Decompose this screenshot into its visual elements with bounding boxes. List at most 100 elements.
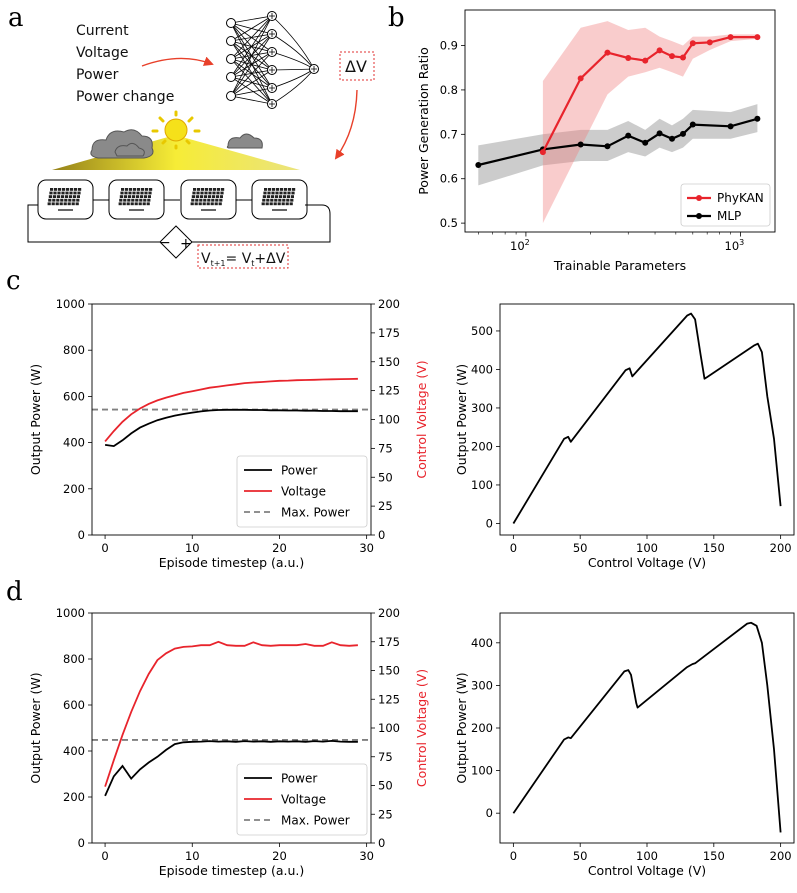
x-tick-label: 10 bbox=[185, 541, 200, 555]
x-tick-label: 100 bbox=[636, 849, 658, 863]
y2-tick-label: 175 bbox=[378, 326, 400, 340]
panel-cell bbox=[135, 198, 139, 202]
panel-cell bbox=[221, 188, 225, 191]
panel-cell bbox=[213, 188, 217, 191]
data-point bbox=[577, 75, 584, 82]
chart-d-pv-curve: 0 100 200 300 400 0 50 100 150 200 Control Voltage… bbox=[454, 612, 795, 878]
solar-panel-icon bbox=[108, 179, 165, 220]
panel-cell bbox=[219, 198, 223, 202]
panel-cell bbox=[265, 202, 269, 206]
panel-cell bbox=[204, 191, 208, 195]
y2-tick-label: 25 bbox=[378, 499, 393, 513]
panel-cell bbox=[286, 195, 290, 198]
plus-icon bbox=[269, 85, 275, 91]
y-tick-label: 400 bbox=[63, 744, 85, 758]
plus-icon bbox=[269, 49, 275, 55]
panel-cell bbox=[285, 202, 289, 206]
panel-cell bbox=[282, 195, 286, 198]
panel-cell bbox=[205, 188, 209, 191]
panel-cell bbox=[126, 202, 130, 206]
y2-tick-label: 100 bbox=[378, 413, 400, 427]
panel-cell bbox=[291, 191, 295, 195]
y-tick-label: 200 bbox=[63, 790, 85, 804]
panel-cell bbox=[276, 188, 280, 191]
data-point bbox=[669, 135, 676, 142]
y-tick-label: 200 bbox=[471, 439, 493, 453]
panel-cell bbox=[210, 202, 214, 206]
panel-cell bbox=[202, 202, 206, 206]
y2-tick-label: 75 bbox=[378, 750, 393, 764]
panel-cell bbox=[55, 202, 59, 206]
panel-cell bbox=[63, 202, 67, 206]
panel-cell bbox=[290, 198, 294, 202]
panel-cell bbox=[273, 202, 277, 206]
legend-label: Power bbox=[281, 464, 317, 478]
nn-edge bbox=[230, 95, 273, 105]
panel-cell bbox=[76, 198, 80, 202]
update-rule: Vt+1= Vt+ΔV bbox=[201, 251, 286, 268]
y-tick-label: 400 bbox=[63, 436, 85, 450]
y2-tick-label: 75 bbox=[378, 441, 393, 455]
y-axis-label: Output Power (W) bbox=[28, 672, 43, 783]
data-point bbox=[727, 123, 734, 130]
panel-cell bbox=[191, 198, 195, 202]
data-point bbox=[689, 40, 696, 47]
x-tick-label: 10 bbox=[185, 849, 200, 863]
panel-cell bbox=[142, 202, 146, 206]
y2-tick-label: 50 bbox=[378, 779, 393, 793]
panel-cell bbox=[191, 195, 195, 198]
data-point bbox=[679, 130, 686, 137]
panel-cell bbox=[120, 191, 124, 195]
panel-cell bbox=[281, 202, 285, 206]
data-point bbox=[642, 139, 649, 146]
panel-cell bbox=[192, 191, 196, 195]
input-label-voltage: Voltage bbox=[76, 45, 129, 61]
panel-cell bbox=[134, 202, 138, 206]
legend-box bbox=[236, 763, 368, 836]
panel-cell bbox=[280, 188, 284, 191]
panel-cell bbox=[286, 198, 290, 202]
panel-cell bbox=[68, 198, 72, 202]
series-band-mlp bbox=[478, 104, 758, 186]
nn-edge bbox=[230, 15, 273, 97]
y2-tick-label: 175 bbox=[378, 635, 400, 649]
panel-label-b: b bbox=[388, 3, 405, 33]
panel-cell bbox=[47, 202, 51, 206]
panel-cell bbox=[131, 195, 135, 198]
x-tick-label: 30 bbox=[359, 849, 374, 863]
panel-cell bbox=[270, 195, 274, 198]
panel-cell bbox=[52, 195, 56, 198]
legend-marker bbox=[696, 195, 702, 201]
nn-edge bbox=[271, 33, 315, 70]
data-point bbox=[625, 132, 632, 139]
panel-cell bbox=[201, 188, 205, 191]
plus-icon bbox=[269, 31, 275, 37]
data-point bbox=[642, 57, 649, 64]
panel-cell bbox=[196, 191, 200, 195]
y-tick-label: 0 bbox=[486, 516, 493, 530]
mppt-diagram: Current Voltage Power Power change ΔV bbox=[27, 11, 375, 269]
panel-cell bbox=[119, 195, 123, 198]
panel-cell bbox=[128, 191, 132, 195]
x-tick-label: 150 bbox=[703, 541, 725, 555]
y2-axis-label: Control Voltage (V) bbox=[414, 669, 429, 787]
panel-label-c: c bbox=[6, 266, 21, 296]
panel-cell bbox=[127, 198, 131, 202]
panel-cell bbox=[124, 191, 128, 195]
data-point bbox=[656, 130, 663, 137]
nn-edge bbox=[271, 68, 315, 71]
panel-cell bbox=[49, 191, 53, 195]
panel-cell bbox=[290, 195, 294, 198]
nn-edge bbox=[271, 51, 315, 70]
nn-edge bbox=[271, 15, 315, 70]
panel-cell bbox=[61, 191, 65, 195]
panel-cell bbox=[269, 202, 273, 206]
axes-frame bbox=[499, 612, 795, 844]
panel-cell bbox=[123, 198, 127, 202]
nn-edge bbox=[271, 68, 315, 89]
y-tick-label: 1000 bbox=[56, 606, 85, 620]
panel-cell bbox=[70, 188, 74, 191]
nn-edge bbox=[230, 76, 273, 105]
panel-cell bbox=[203, 195, 207, 198]
cloud-icon bbox=[226, 133, 263, 149]
